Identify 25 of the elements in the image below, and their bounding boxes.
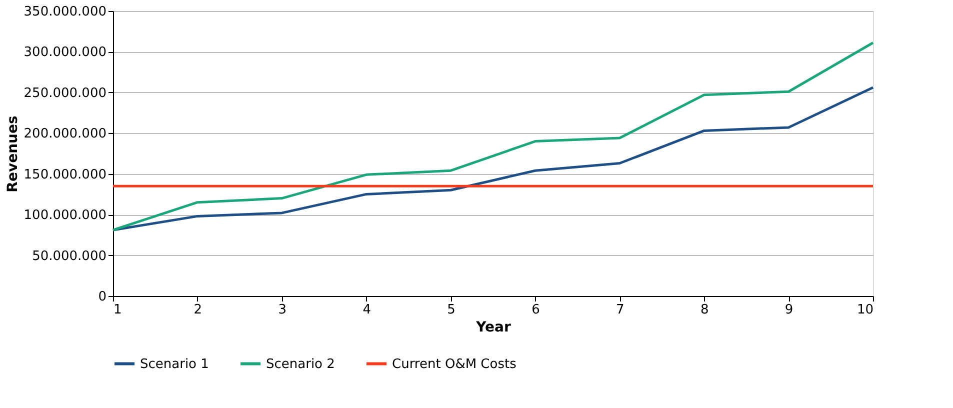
x-tick-label: 9 — [784, 302, 794, 318]
y-tick-label: 350.000.000 — [24, 4, 106, 20]
legend-label: Current O&M Costs — [392, 356, 517, 372]
y-tick-label: 0 — [98, 290, 106, 304]
y-tick-label: 50.000.000 — [32, 248, 106, 264]
y-tick-label: 150.000.000 — [24, 167, 106, 182]
y-tick-label: 100.000.000 — [24, 208, 106, 224]
y-tick-label: 250.000.000 — [24, 86, 106, 101]
y-axis-title: Revenues — [4, 116, 21, 192]
x-axis-title: Year — [475, 320, 511, 336]
x-tick-label: 1 — [114, 302, 122, 318]
x-tick-label: 2 — [194, 302, 202, 318]
x-tick-label: 8 — [700, 302, 709, 318]
x-tick-label: 4 — [362, 302, 371, 318]
x-tick-label: 7 — [616, 302, 624, 318]
x-tick-label: 10 — [856, 302, 874, 318]
x-tick-label: 3 — [278, 302, 287, 318]
x-tick-label: 5 — [447, 302, 456, 318]
legend-label: Scenario 2 — [266, 356, 335, 372]
y-tick-label: 200.000.000 — [24, 126, 106, 142]
line-series — [112, 86, 874, 232]
x-tick-label: 6 — [532, 302, 540, 318]
y-tick-label: 300.000.000 — [24, 45, 106, 60]
legend-label: Scenario 1 — [140, 356, 209, 372]
line-series — [112, 42, 874, 232]
